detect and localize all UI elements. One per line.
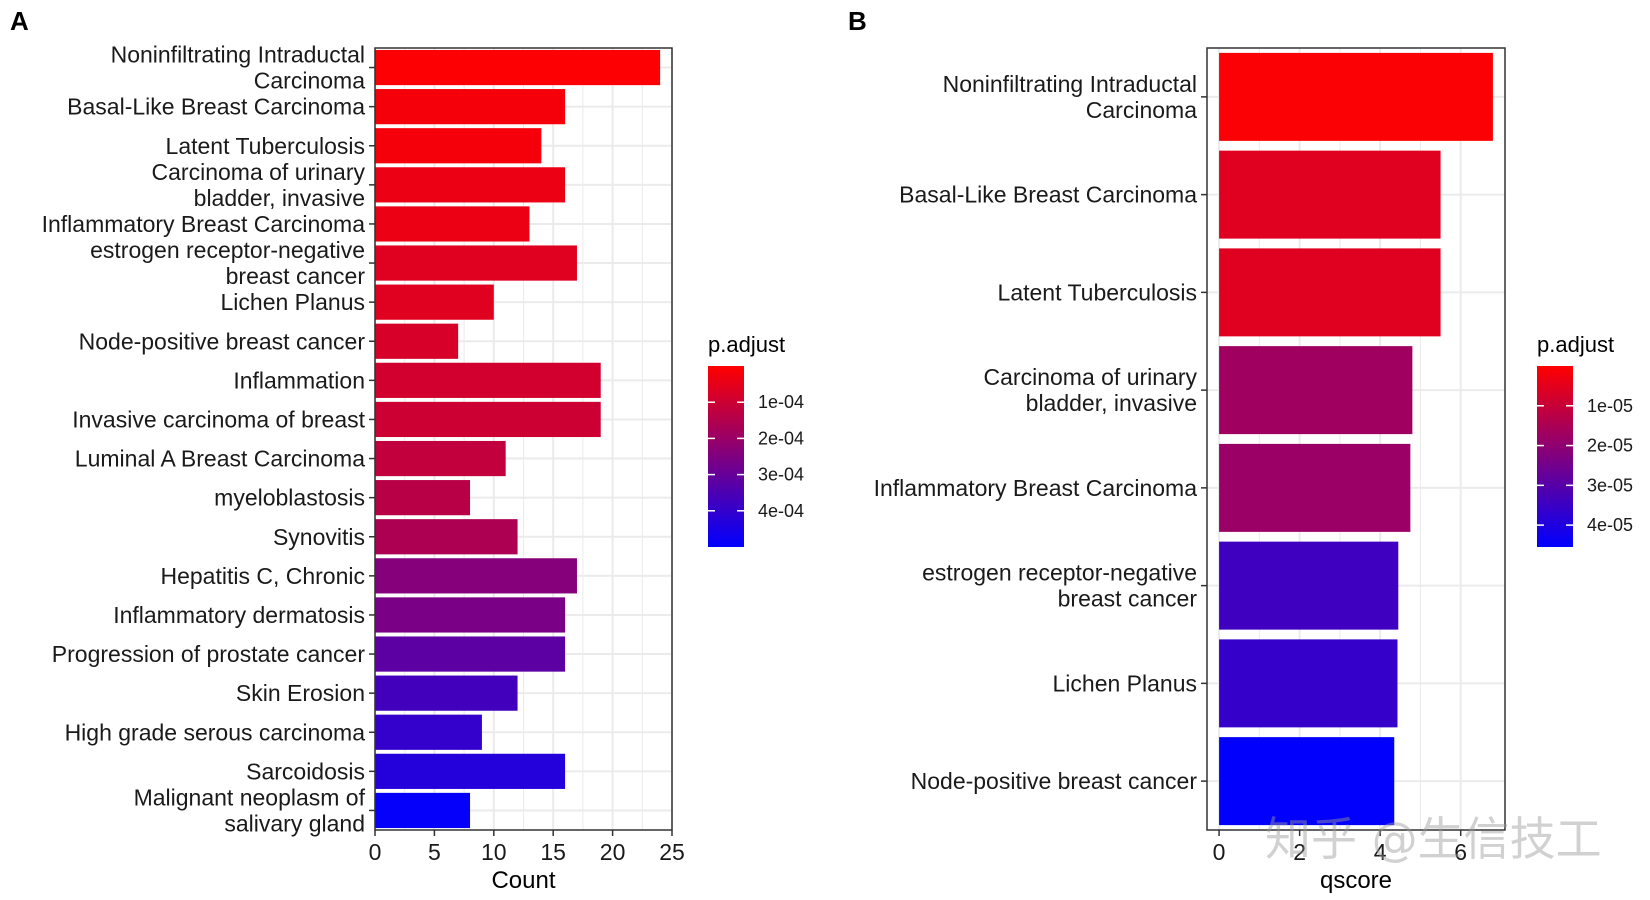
x-tick-label: 20 [600,839,626,865]
watermark-text: 知乎 @生信技工 [1265,812,1602,866]
bar [375,245,577,281]
y-tick-label: Node-positive breast cancer [79,328,366,354]
bar [1219,150,1441,239]
y-tick-label: Node-positive breast cancer [911,768,1198,794]
y-tick-label: Basal-Like Breast Carcinoma [67,94,365,120]
x-tick-label: 25 [659,839,685,865]
x-axis-title: Count [491,867,555,894]
y-tick-label: Inflammatory Breast Carcinoma [42,211,366,237]
bar [375,440,506,477]
bar [375,167,566,203]
bar [1219,639,1398,728]
y-tick-label: Carcinoma of urinary bladder, invasive [152,159,366,211]
y-tick-label: Lichen Planus [1053,670,1198,696]
x-tick-label: 6 [1454,839,1467,865]
x-tick-label: 2 [1293,839,1306,865]
y-tick-label: Carcinoma of urinary bladder, invasive [984,364,1198,416]
legend-tick-label: 3e-04 [758,465,804,485]
chart-panel-a: Noninfiltrating Intraductal CarcinomaBasa… [42,42,804,894]
y-tick-label: Luminal A Breast Carcinoma [75,446,365,472]
x-tick-label: 10 [481,839,507,865]
legend-tick-label: 2e-04 [758,428,804,448]
y-tick-label: High grade serous carcinoma [65,719,366,745]
bar [375,89,566,125]
legend-tick-label: 3e-05 [1587,475,1633,495]
legend-tick-label: 4e-04 [758,501,804,521]
bar [1219,541,1399,630]
x-axis-title: qscore [1320,867,1392,894]
x-tick-label: 5 [428,839,441,865]
bar [375,675,518,711]
y-tick-label: Noninfiltrating Intraductal Carcinoma [943,71,1198,123]
y-tick-label: myeloblastosis [214,485,365,511]
y-tick-label: Latent Tuberculosis [166,133,365,159]
y-tick-label: Sarcoidosis [246,758,365,784]
bar [1219,248,1441,337]
panel-label-a: A [10,6,29,36]
legend-tick-label: 2e-05 [1587,436,1633,456]
y-tick-label: Progression of prostate cancer [52,641,366,667]
y-tick-label: Inflammatory dermatosis [113,602,365,628]
bar [375,597,566,633]
bar [375,362,601,398]
legend-colorbar [708,366,744,547]
y-tick-label: Lichen Planus [221,289,366,315]
bar [375,323,459,359]
x-tick-label: 4 [1374,839,1387,865]
y-tick-label: Noninfiltrating Intraductal Carcinoma [111,42,366,94]
bar [375,792,471,829]
y-tick-label: estrogen receptor-negative breast cancer [90,237,365,289]
bar [375,401,601,438]
legend-tick-label: 4e-05 [1587,515,1633,535]
legend-tick-label: 1e-04 [758,392,804,412]
plot-panel-border [374,47,673,831]
legend-colorbar [1537,366,1573,547]
y-tick-label: Inflammatory Breast Carcinoma [874,475,1198,501]
bar [375,49,661,86]
y-tick-label: Synovitis [273,524,365,550]
x-tick-label: 15 [540,839,566,865]
y-tick-label: Basal-Like Breast Carcinoma [899,182,1197,208]
y-tick-label: Hepatitis C, Chronic [160,563,365,589]
bar [1219,737,1395,826]
x-tick-label: 0 [369,839,382,865]
bar [375,753,566,789]
bar [375,519,518,555]
y-tick-label: estrogen receptor-negative breast cancer [922,560,1197,612]
y-tick-label: Skin Erosion [236,680,365,706]
y-tick-label: Invasive carcinoma of breast [72,407,365,433]
y-tick-label: Malignant neoplasm of salivary gland [134,785,366,837]
bar [375,480,471,516]
bar [375,558,577,594]
legend-title: p.adjust [708,332,785,357]
bar [1219,52,1493,141]
plot-panel-border [1206,47,1506,831]
bar [375,714,482,750]
x-tick-label: 0 [1213,839,1226,865]
bar [375,636,566,672]
bar [375,128,542,164]
y-tick-label: Inflammation [233,367,365,393]
bar [375,206,530,242]
bar [1219,346,1413,435]
bar [1219,443,1411,532]
legend-tick-label: 1e-05 [1587,396,1633,416]
panel-label-b: B [848,6,867,36]
legend-title: p.adjust [1537,332,1614,357]
bar [375,284,494,320]
y-tick-label: Latent Tuberculosis [998,279,1197,305]
chart-panel-b: Noninfiltrating Intraductal Carcinoma Basa… [874,47,1633,894]
